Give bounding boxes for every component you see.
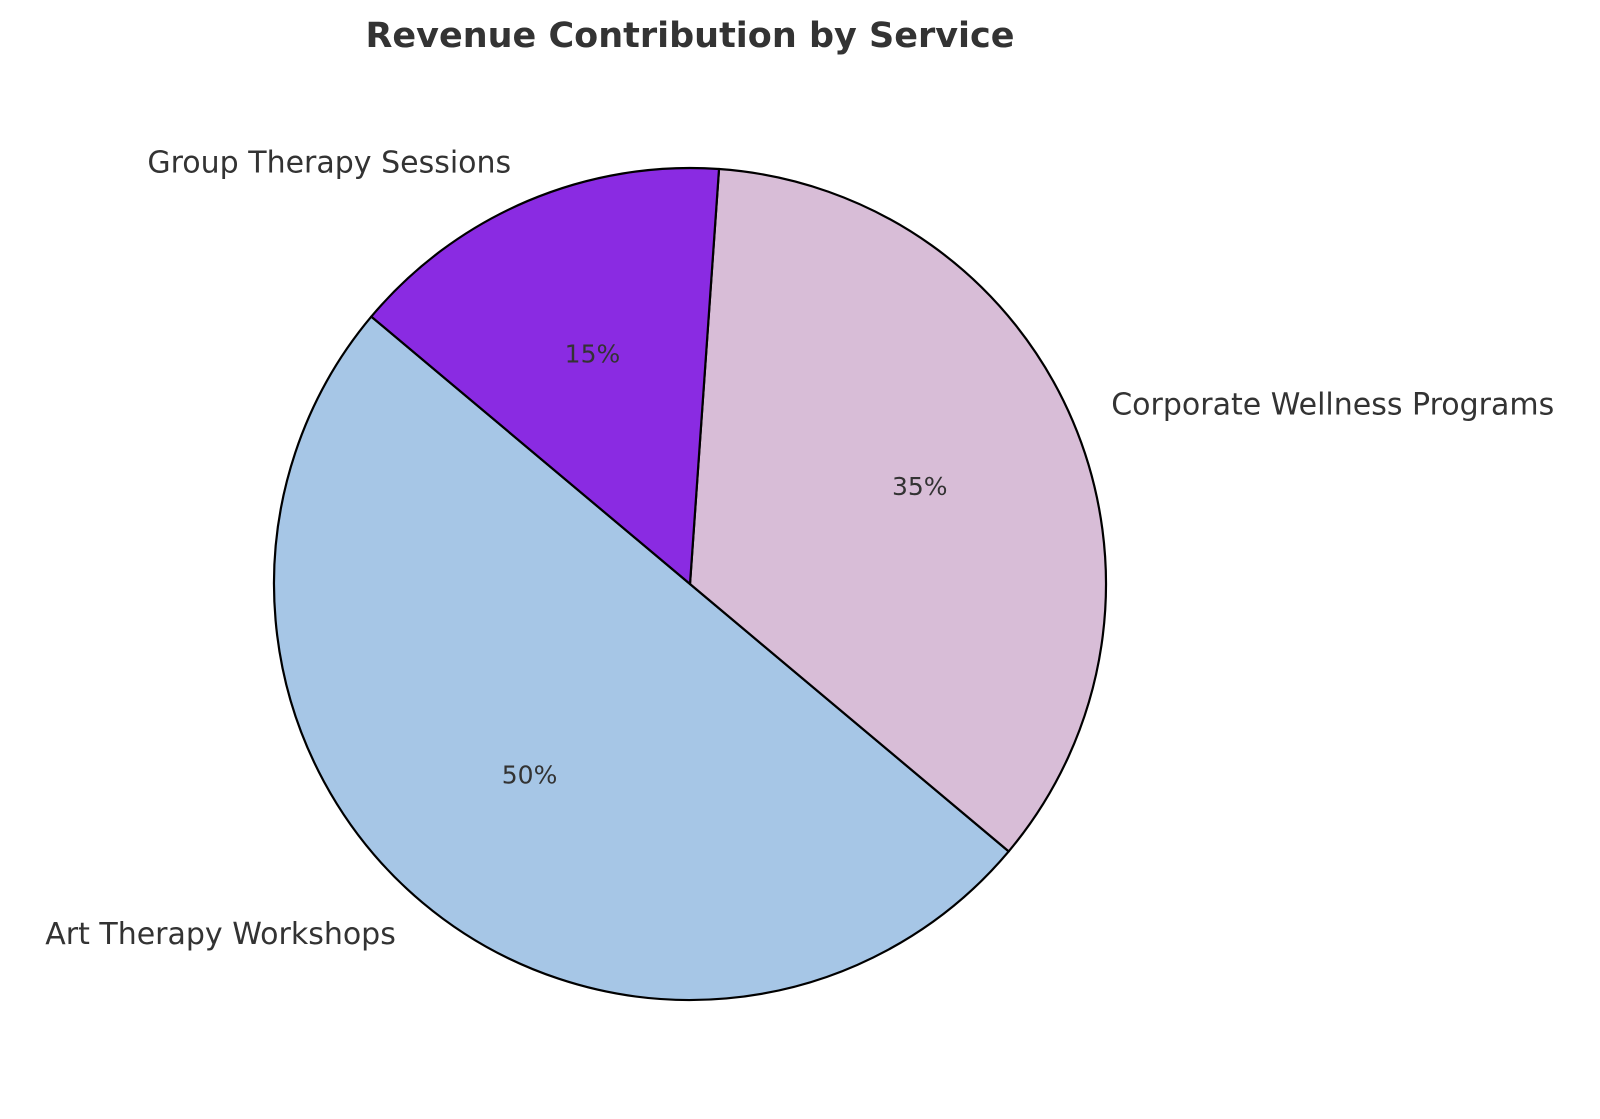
pct-label-art-therapy-workshops: 50% bbox=[502, 761, 558, 790]
chart-title: Revenue Contribution by Service bbox=[365, 16, 1014, 56]
category-label-corporate-wellness-programs: Corporate Wellness Programs bbox=[1111, 388, 1554, 423]
category-labels: Art Therapy Workshops Corporate Wellness … bbox=[45, 145, 1554, 952]
percentage-labels: 50% 35% 15% bbox=[502, 340, 948, 790]
category-label-art-therapy-workshops: Art Therapy Workshops bbox=[45, 917, 396, 952]
pie-slice-group-therapy-sessions bbox=[370, 166, 721, 586]
category-label-group-therapy-sessions: Group Therapy Sessions bbox=[147, 145, 511, 180]
pie-slice-corporate-wellness-programs bbox=[688, 167, 1108, 853]
pie-slices bbox=[273, 166, 1108, 1001]
pct-label-group-therapy-sessions: 15% bbox=[565, 340, 621, 369]
pie-slice-art-therapy-workshops bbox=[273, 315, 1010, 1001]
pct-label-corporate-wellness-programs: 35% bbox=[892, 472, 948, 501]
